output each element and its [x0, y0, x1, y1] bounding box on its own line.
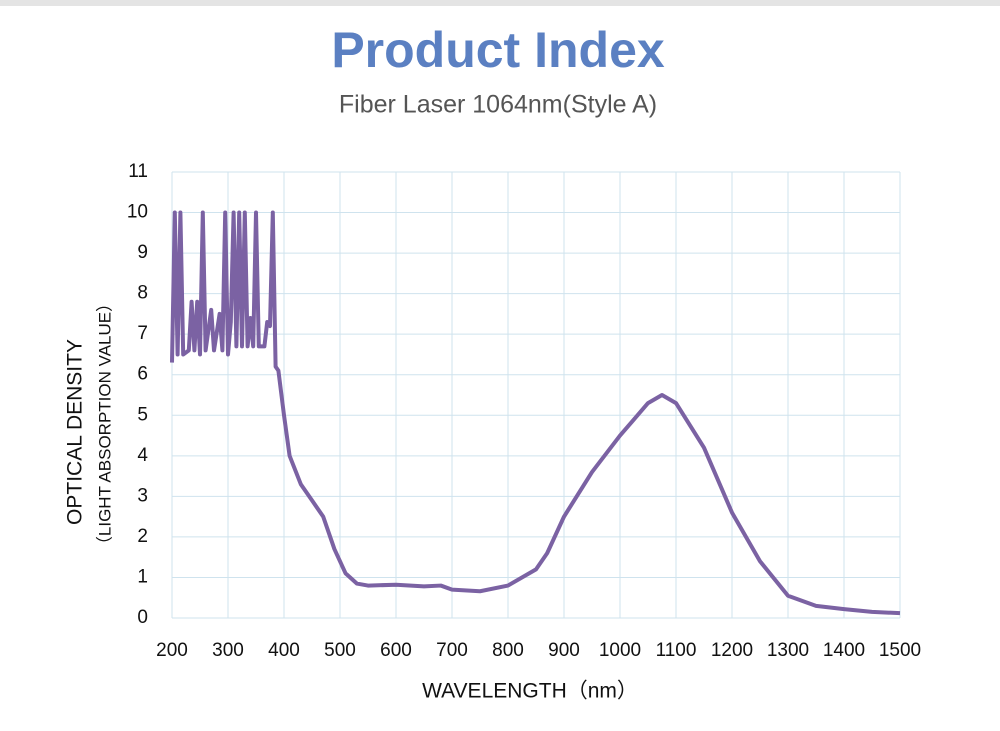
x-tick-label: 400: [268, 640, 300, 661]
x-tick-label: 900: [548, 640, 580, 661]
x-tick-label: 300: [212, 640, 244, 661]
x-tick-label: 1000: [599, 640, 641, 661]
y-axis-sublabel: （LIGHT ABSORPTION VALUE）: [95, 295, 114, 553]
y-tick-label: 10: [127, 202, 148, 223]
data-line: [170, 210, 901, 616]
y-tick-label: 7: [137, 323, 148, 344]
y-tick-label: 9: [137, 242, 148, 263]
y-tick-label: 2: [137, 526, 148, 547]
x-tick-label: 1500: [879, 640, 921, 661]
y-axis-label: OPTICAL DENSITY: [64, 339, 87, 525]
y-tick-label: 1: [137, 566, 148, 587]
x-tick-label: 1300: [767, 640, 809, 661]
x-tick-label: 700: [436, 640, 468, 661]
x-tick-label: 500: [324, 640, 356, 661]
chart-subtitle: Fiber Laser 1064nm(Style A): [339, 91, 657, 119]
x-tick-label: 600: [380, 640, 412, 661]
x-tick-label: 800: [492, 640, 524, 661]
chart-title: Product Index: [331, 22, 665, 78]
y-tick-label: 5: [137, 404, 148, 425]
x-tick-label: 1200: [711, 640, 753, 661]
x-tick-label: 1400: [823, 640, 865, 661]
y-tick-label: 11: [128, 161, 148, 182]
top-bar: [0, 0, 1000, 6]
x-tick-label: 200: [156, 640, 188, 661]
y-tick-label: 4: [137, 445, 148, 466]
y-tick-label: 6: [137, 364, 148, 385]
y-tick-label: 3: [137, 485, 148, 506]
y-tick-label: 0: [137, 607, 148, 628]
x-tick-label: 1100: [656, 640, 697, 661]
y-tick-label: 8: [137, 283, 148, 304]
x-axis-label: WAVELENGTH（nm）: [422, 680, 638, 703]
